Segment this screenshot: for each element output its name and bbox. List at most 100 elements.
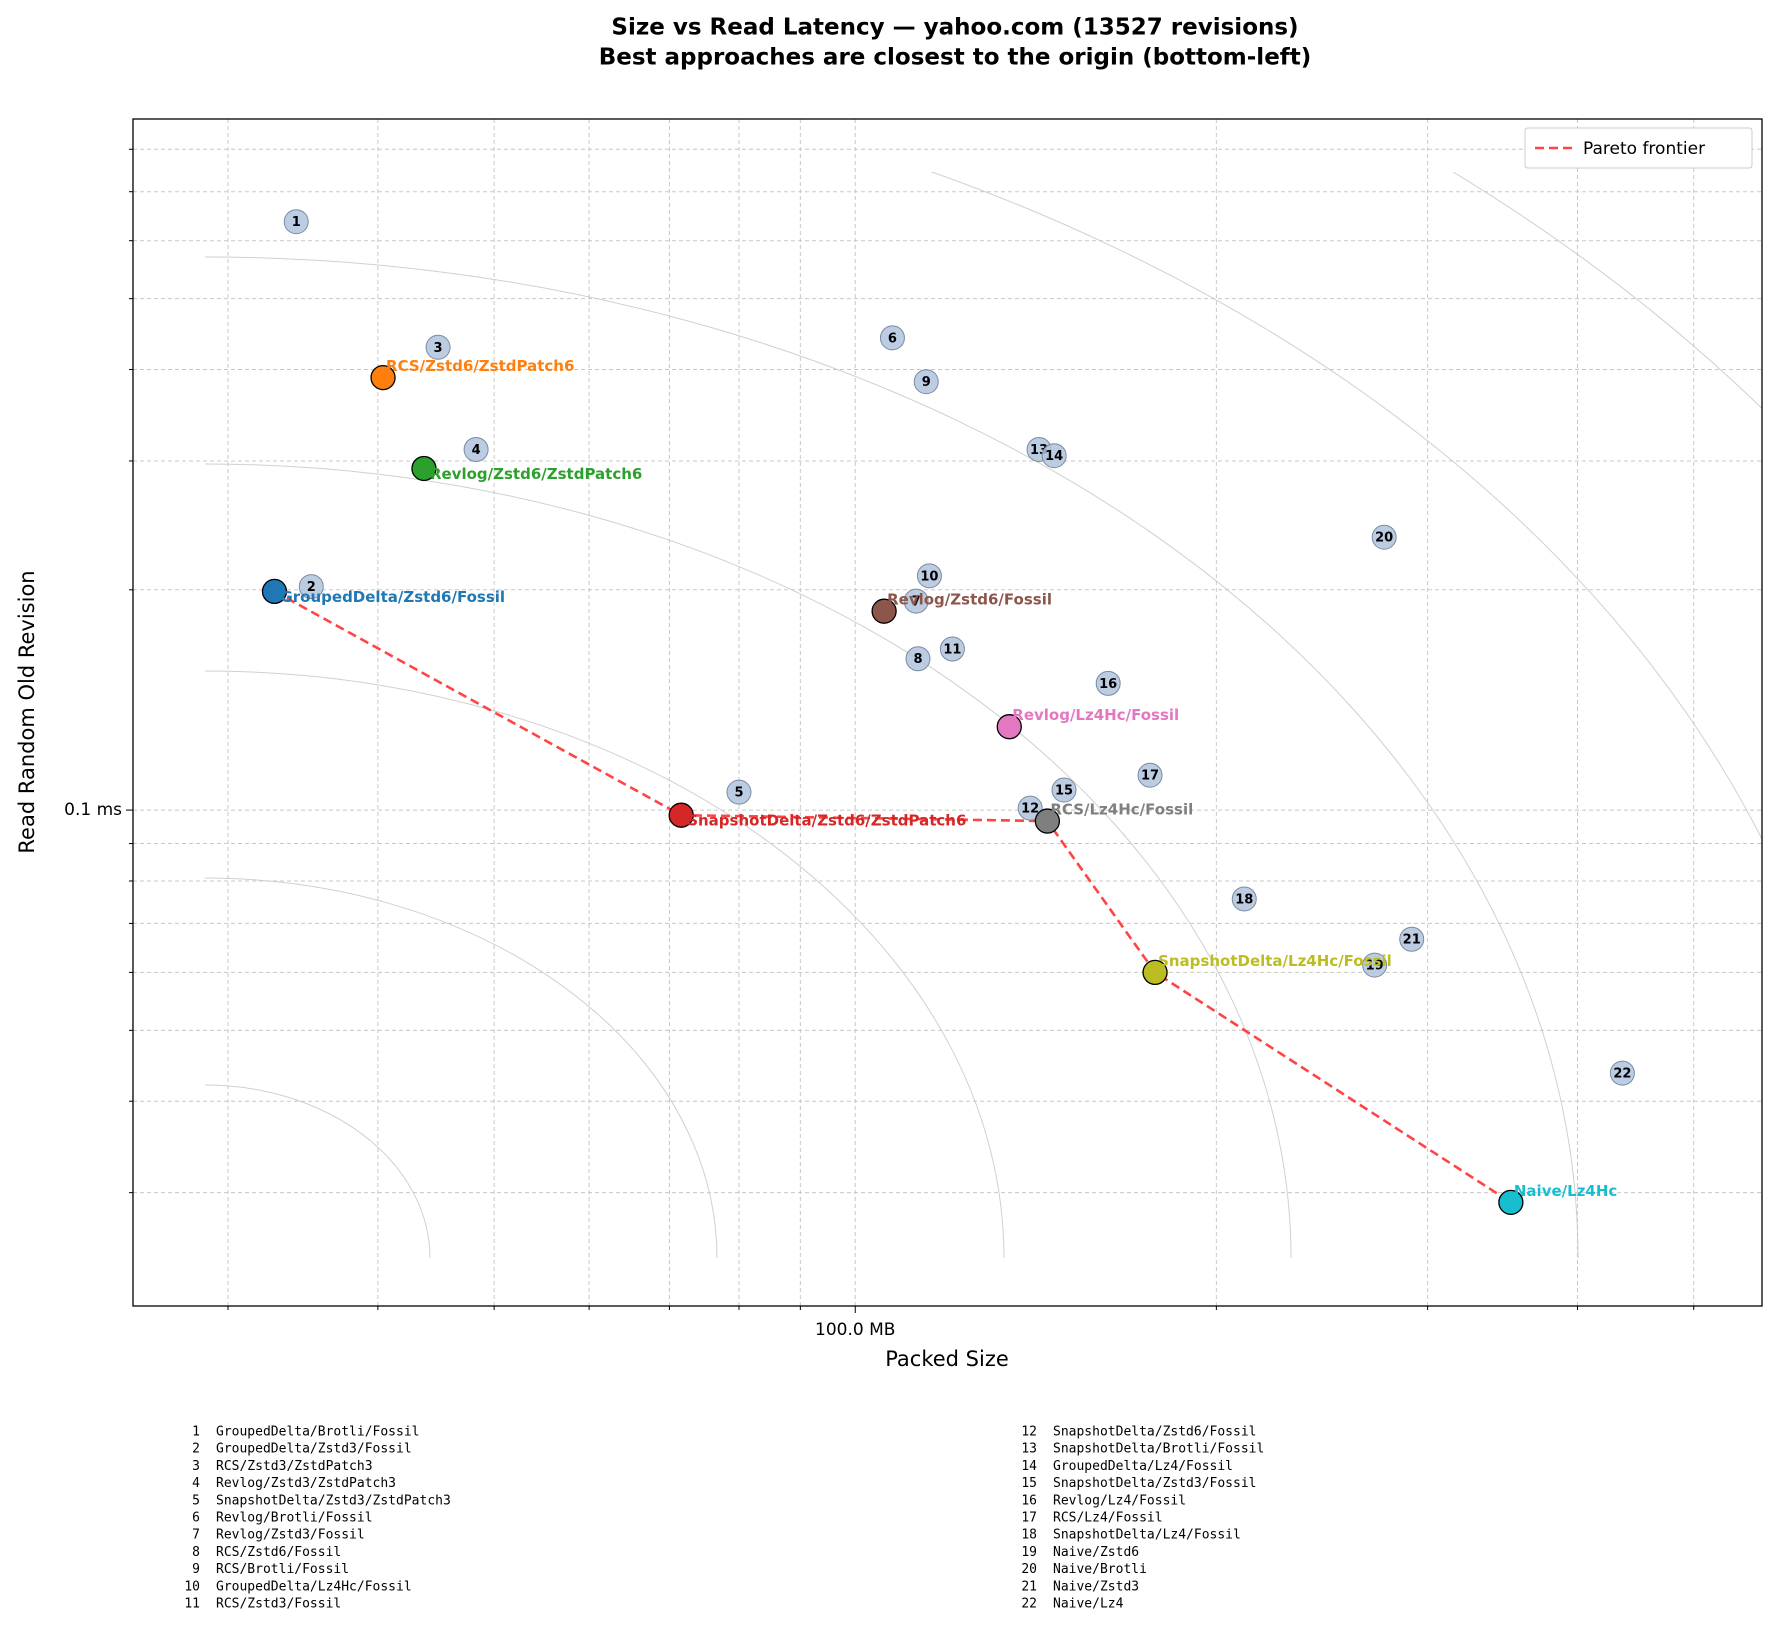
legend-label: Pareto frontier [1583, 139, 1705, 159]
approach-point [1041, 443, 1067, 469]
highlighted-point [1034, 808, 1061, 834]
key-number: 22 [1021, 1597, 1037, 1612]
point-number: 7 [912, 595, 921, 610]
point-label: GroupedDelta/Zstd6/Fossil [280, 588, 505, 606]
key-name: RCS/Zstd3/Fossil [216, 1597, 341, 1612]
point-number: 15 [1055, 784, 1073, 799]
point-number: 11 [943, 643, 961, 658]
key-name: SnapshotDelta/Lz4/Fossil [1053, 1528, 1241, 1543]
key-name: SnapshotDelta/Zstd3/ZstdPatch3 [216, 1493, 451, 1508]
approach-point [1051, 777, 1077, 803]
key-name: Revlog/Zstd3/ZstdPatch3 [216, 1476, 396, 1491]
approach-point [916, 563, 942, 589]
key-name: Revlog/Zstd3/Fossil [216, 1528, 365, 1543]
approach-point [1399, 926, 1425, 952]
point-number: 2 [307, 580, 316, 595]
highlighted-point [1498, 1189, 1524, 1215]
key-name: Revlog/Lz4/Fossil [1053, 1493, 1186, 1508]
point-number: 1 [292, 215, 301, 230]
key-name: Naive/Brotli [1053, 1562, 1147, 1577]
key-name: SnapshotDelta/Brotli/Fossil [1053, 1442, 1264, 1457]
key-number: 3 [192, 1459, 200, 1474]
highlighted-point [261, 578, 288, 605]
y-axis-label: Read Random Old Revision [15, 570, 39, 853]
highlighted-point [996, 714, 1022, 740]
contour-arc [930, 172, 1762, 841]
approach-point [1371, 524, 1397, 550]
approach-point [463, 437, 489, 463]
point-label: RCS/Zstd6/ZstdPatch6 [386, 357, 574, 375]
key-number: 1 [192, 1425, 200, 1440]
key-name: SnapshotDelta/Zstd3/Fossil [1053, 1476, 1257, 1491]
key-name: Naive/Zstd6 [1053, 1545, 1139, 1560]
key-number: 20 [1021, 1562, 1037, 1577]
pareto-line [273, 590, 1512, 1204]
chart-title: Size vs Read Latency — yahoo.com (13527 … [611, 15, 1298, 41]
key-name: GroupedDelta/Zstd3/Fossil [216, 1442, 412, 1457]
point-number: 21 [1403, 933, 1421, 948]
point-number: 8 [913, 652, 922, 667]
contour-arc [204, 463, 1292, 1259]
point-number: 22 [1613, 1067, 1631, 1082]
approach-point [913, 369, 939, 395]
contour-arc [204, 1084, 431, 1259]
key-name: Naive/Lz4 [1053, 1597, 1124, 1612]
key-number: 11 [184, 1597, 200, 1612]
approach-point [879, 325, 905, 351]
key-number: 17 [1021, 1511, 1037, 1526]
point-number: 19 [1366, 959, 1384, 974]
key-number: 13 [1021, 1442, 1037, 1457]
point-number: 14 [1045, 449, 1063, 464]
key-name: GroupedDelta/Brotli/Fossil [216, 1425, 420, 1440]
key-name: GroupedDelta/Lz4/Fossil [1053, 1459, 1233, 1474]
approach-point [939, 636, 965, 662]
contour-arc [1452, 172, 1762, 410]
key-name: RCS/Brotli/Fossil [216, 1562, 349, 1577]
key-name: SnapshotDelta/Zstd6/Fossil [1053, 1425, 1257, 1440]
x-tick-label: 100.0 MB [815, 1320, 895, 1340]
key-number: 14 [1021, 1459, 1037, 1474]
key-number: 4 [192, 1476, 200, 1491]
contours [204, 172, 1762, 1259]
approach-point [1095, 670, 1121, 696]
key-number: 6 [192, 1511, 200, 1526]
approach-point [425, 334, 451, 360]
key-number: 19 [1021, 1545, 1037, 1560]
point-number: 12 [1021, 802, 1039, 817]
key-name: RCS/Zstd6/Fossil [216, 1545, 341, 1560]
contour-arc [204, 877, 718, 1259]
key-name: GroupedDelta/Lz4Hc/Fossil [216, 1579, 412, 1594]
key-name: RCS/Lz4/Fossil [1053, 1511, 1163, 1526]
approach-point [905, 646, 931, 672]
x-axis-label: Packed Size [885, 1347, 1009, 1371]
approach-point [283, 209, 309, 235]
approach-point [298, 574, 324, 600]
chart-subtitle: Best approaches are closest to the origi… [599, 45, 1312, 71]
key-name: Naive/Zstd3 [1053, 1579, 1139, 1594]
point-number: 10 [920, 569, 938, 584]
approach-point [1017, 795, 1043, 821]
point-number: 4 [472, 443, 481, 458]
highlighted-point [668, 802, 694, 828]
key-number: 10 [184, 1579, 200, 1594]
approach-point [1137, 762, 1163, 788]
highlighted-point [871, 598, 897, 624]
point-number: 6 [888, 331, 897, 346]
point-label: RCS/Lz4Hc/Fossil [1050, 801, 1193, 819]
key-number: 8 [192, 1545, 200, 1560]
approach-point [1609, 1060, 1635, 1086]
key-number: 2 [192, 1442, 200, 1457]
point-number: 16 [1099, 677, 1117, 692]
contour-arc [204, 256, 1579, 1259]
y-tick-label: 0.1 ms [64, 800, 122, 820]
approach-point [726, 779, 752, 805]
contour-arc [204, 670, 1005, 1259]
point-number: 5 [734, 786, 743, 801]
key-number: 15 [1021, 1476, 1037, 1491]
key-name: Revlog/Brotli/Fossil [216, 1511, 373, 1526]
approach-point [1231, 886, 1257, 912]
point-number: 18 [1235, 892, 1253, 907]
highlighted-point [370, 364, 396, 391]
highlighted-point [411, 455, 437, 482]
